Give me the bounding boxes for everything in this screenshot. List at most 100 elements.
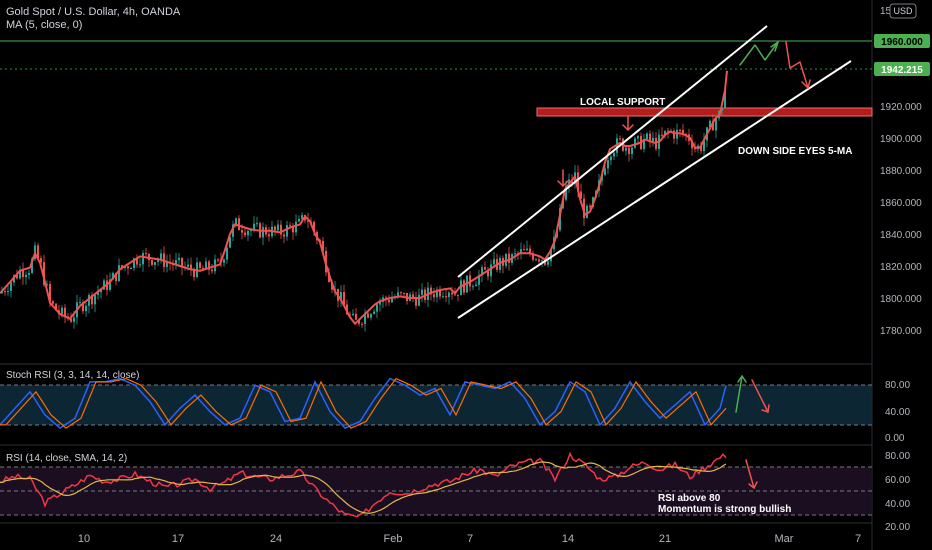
candle-body	[208, 261, 210, 270]
channel-lower-line[interactable]	[457, 60, 852, 319]
candle-body	[370, 313, 372, 318]
candle-body	[625, 147, 627, 151]
candle-body	[694, 148, 696, 150]
time-tick-7b: 7	[855, 533, 861, 545]
price-tick-5: 1880.000	[880, 166, 922, 177]
currency-badge[interactable]	[889, 3, 917, 19]
candle-body	[79, 302, 81, 304]
candle-body	[433, 294, 435, 298]
candle-body	[457, 294, 459, 296]
candle-body	[280, 224, 282, 235]
candle-body	[130, 267, 132, 269]
projection-down-arrowhead	[801, 79, 811, 89]
candle-body	[268, 234, 270, 237]
resistance-price-tag	[874, 34, 930, 48]
candle-body	[520, 249, 522, 254]
candle-body	[307, 220, 309, 222]
projection-up-arrowhead	[770, 41, 779, 52]
candle-body	[397, 292, 399, 298]
candle-body	[565, 185, 567, 200]
ma-line	[0, 70, 728, 326]
rsi-title[interactable]: RSI (14, close, SMA, 14, 2)	[6, 453, 127, 464]
candle-body	[223, 259, 225, 263]
candle-body	[490, 264, 492, 277]
candle-body	[376, 304, 378, 312]
candle-body	[160, 253, 162, 261]
candle-body	[352, 313, 354, 316]
candle-body	[127, 266, 129, 269]
candle-body	[190, 264, 192, 271]
candle-body	[274, 226, 276, 231]
candle-body	[682, 130, 684, 135]
candle-body	[493, 259, 495, 265]
candle-body	[358, 319, 360, 324]
candle-body	[109, 279, 111, 290]
candle-body	[301, 214, 303, 219]
rsi-down-arrow	[745, 459, 755, 489]
candle-body	[52, 301, 54, 304]
time-tick-21: 21	[659, 533, 671, 545]
local-support-zone[interactable]	[536, 107, 873, 117]
candle-body	[289, 225, 291, 227]
channel-upper-line[interactable]	[457, 25, 768, 278]
candle-body	[676, 129, 678, 139]
stoch-up-arrow	[735, 375, 743, 413]
time-tick-17: 17	[172, 533, 184, 545]
price-tick-3: 1840.000	[880, 230, 922, 241]
candle-body	[637, 135, 639, 139]
candle-body	[373, 311, 375, 314]
stoch-down-arrowhead	[761, 404, 770, 413]
ma-indicator-label[interactable]: MA (5, close, 0)	[6, 19, 82, 31]
candle-body	[367, 313, 369, 318]
candle-body	[445, 296, 447, 298]
candle-body	[283, 234, 285, 237]
price-tick-2: 1820.000	[880, 262, 922, 273]
candle-body	[88, 295, 90, 306]
candle-body	[241, 230, 243, 233]
price-tick-6: 1900.000	[880, 134, 922, 145]
candle-body	[691, 140, 693, 149]
candle-body	[85, 305, 87, 312]
chart-title: Gold Spot / U.S. Dollar, 4h, OANDA	[6, 6, 181, 18]
candle-body	[340, 292, 342, 301]
candle-body	[400, 292, 402, 294]
candle-body	[295, 221, 297, 233]
candle-body	[136, 258, 138, 265]
candle-body	[193, 270, 195, 278]
candle-body	[103, 280, 105, 290]
candle-body	[577, 172, 579, 192]
candle-body	[379, 301, 381, 305]
support-down-arrowhead	[622, 124, 634, 131]
stoch-title[interactable]: Stoch RSI (3, 3, 14, 14, close)	[6, 370, 139, 381]
candle-body	[448, 292, 450, 297]
candle-body	[10, 282, 12, 291]
candle-body	[37, 245, 39, 259]
rsi-down-arrowhead	[748, 481, 758, 489]
candle-body	[634, 138, 636, 148]
candle-body	[286, 225, 288, 237]
candle-body	[550, 249, 552, 262]
candle-body	[25, 274, 27, 278]
candle-body	[364, 313, 366, 324]
candle-body	[361, 323, 363, 325]
candle-body	[262, 227, 264, 238]
candle-body	[475, 284, 477, 287]
candle-body	[724, 90, 726, 108]
candle-body	[703, 140, 705, 151]
candle-body	[64, 307, 66, 317]
rsi-note-line-2: Momentum is strong bullish	[658, 504, 791, 515]
candle-body	[256, 223, 258, 225]
candle-body	[586, 205, 588, 219]
projection-up-arrow	[739, 41, 779, 66]
candle-body	[349, 314, 351, 316]
candle-body	[181, 257, 183, 268]
currency-badge-label: USD	[893, 6, 913, 16]
candle-body	[478, 275, 480, 285]
rsi-tick-40: 40.00	[885, 499, 910, 510]
candle-body	[700, 145, 702, 151]
candle-body	[121, 265, 123, 269]
candle-body	[253, 223, 255, 230]
candle-body	[403, 292, 405, 294]
